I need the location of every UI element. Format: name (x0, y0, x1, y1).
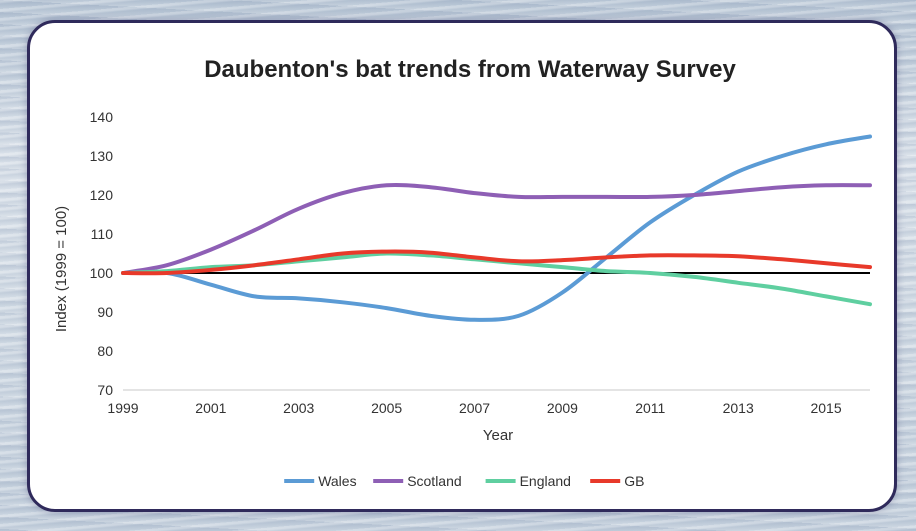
y-axis-label: Index (1999 = 100) (53, 206, 70, 332)
y-tick-label: 130 (90, 148, 114, 164)
line-chart: Daubenton's bat trends from Waterway Sur… (53, 56, 872, 489)
legend-label-scotland: Scotland (407, 473, 461, 489)
legend-label-gb: GB (624, 473, 644, 489)
series-lines (121, 134, 872, 322)
x-tick-label: 2015 (810, 400, 841, 416)
x-tick-label: 2003 (283, 400, 314, 416)
series-line-scotland (121, 182, 872, 275)
x-tick-label: 2001 (195, 400, 226, 416)
x-tick-label: 2007 (459, 400, 490, 416)
legend: Wales Scotland England GB (284, 473, 644, 489)
chart-title: Daubenton's bat trends from Waterway Sur… (204, 56, 736, 83)
y-tick-label: 120 (90, 187, 114, 203)
chart-card: Daubenton's bat trends from Waterway Sur… (27, 20, 897, 512)
y-axis-ticks: 70 80 90 100 110 120 130 140 (90, 109, 114, 398)
y-tick-label: 90 (97, 304, 113, 320)
y-tick-label: 80 (97, 343, 113, 359)
x-tick-label: 2009 (547, 400, 578, 416)
x-tick-label: 2005 (371, 400, 402, 416)
legend-label-wales: Wales (318, 473, 356, 489)
x-axis-ticks: 1999 2001 2003 2005 2007 2009 2011 2013 2015 (107, 400, 841, 416)
series-line-gb (121, 249, 872, 276)
y-tick-label: 70 (97, 382, 113, 398)
x-tick-label: 2011 (635, 400, 665, 416)
x-tick-label: 2013 (723, 400, 754, 416)
x-axis-label: Year (483, 427, 513, 444)
legend-label-england: England (520, 473, 571, 489)
x-tick-label: 1999 (107, 400, 138, 416)
y-tick-label: 100 (90, 265, 114, 281)
series-line-wales (121, 134, 872, 322)
y-tick-label: 140 (90, 109, 114, 125)
y-tick-label: 110 (91, 226, 114, 242)
